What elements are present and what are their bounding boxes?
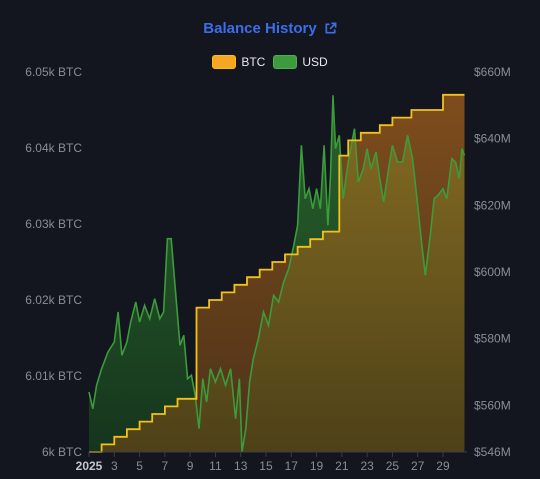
legend-swatch-btc [212,55,237,69]
x-tick-label: 29 [436,459,450,473]
x-tick-label: 15 [259,459,273,473]
y-left-tick-label: 6k BTC [42,445,82,459]
y-right-tick-label: $580M [474,332,511,346]
x-tick-label: 3 [111,459,118,473]
x-tick-label: 7 [162,459,169,473]
btc-area [89,94,465,453]
x-tick-label: 19 [310,459,324,473]
y-right-tick-label: $546M [474,445,511,459]
x-tick-label: 13 [234,459,248,473]
legend-item-usd[interactable]: USD [273,55,328,69]
x-tick-label: 11 [209,459,222,473]
y-right-tick-label: $620M [474,198,511,212]
x-tick-label: 5 [136,459,143,473]
y-left-tick-label: 6.04k BTC [25,141,82,155]
legend-item-btc[interactable]: BTC [212,55,265,69]
x-tick-label: 27 [411,459,425,473]
y-right-tick-label: $640M [474,132,511,146]
x-tick-label: 23 [360,459,374,473]
y-left-tick-label: 6.03k BTC [25,217,82,231]
x-tick-label: 21 [335,459,349,473]
x-tick-label: 2025 [76,459,103,473]
y-left-tick-label: 6.01k BTC [25,369,82,383]
y-left-tick-label: 6.05k BTC [25,65,82,79]
btc-line [89,93,465,453]
chart-legend: BTC USD [0,55,540,69]
y-right-tick-label: $560M [474,398,511,412]
legend-swatch-usd [273,55,298,69]
legend-label-usd: USD [302,55,328,69]
x-tick-label: 9 [187,459,194,473]
chart-title[interactable]: Balance History [203,20,317,37]
y-left-tick-label: 6.02k BTC [25,293,82,307]
external-link-icon[interactable] [324,22,337,35]
legend-label-btc: BTC [241,55,266,69]
x-tick-label: 17 [285,459,299,473]
y-right-tick-label: $600M [474,265,511,279]
y-right-tick-label: $660M [474,65,511,79]
x-tick-label: 25 [386,459,400,473]
usd-line [88,95,466,453]
chart-header: Balance History [0,20,540,37]
